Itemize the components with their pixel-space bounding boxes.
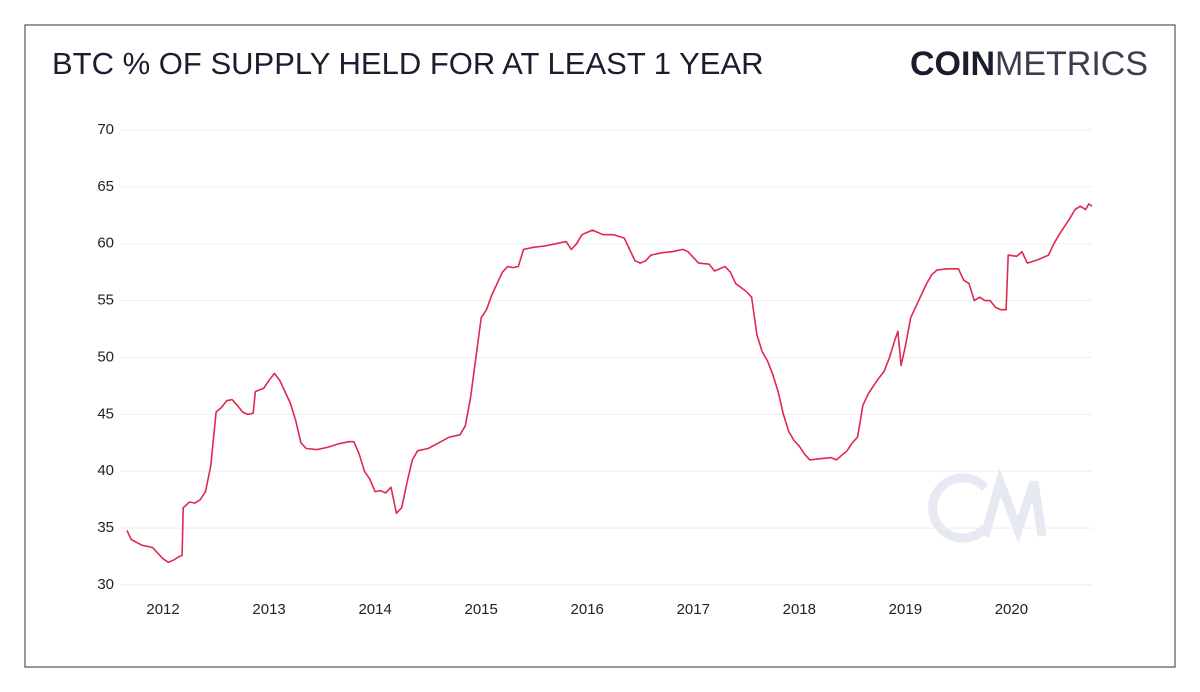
- x-tick-label: 2016: [571, 601, 604, 618]
- x-tick-label: 2020: [995, 601, 1028, 618]
- brand-logo: COINMETRICS: [910, 45, 1148, 83]
- y-tick-label: 35: [97, 519, 114, 536]
- chart-title: BTC % OF SUPPLY HELD FOR AT LEAST 1 YEAR: [52, 46, 764, 81]
- frame: [24, 24, 1176, 668]
- y-tick-label: 55: [97, 292, 114, 309]
- watermark: [928, 467, 1047, 544]
- x-tick-label: 2019: [889, 601, 922, 618]
- y-tick-label: 65: [97, 178, 114, 195]
- y-tick-label: 30: [97, 576, 114, 593]
- x-tick-label: 2014: [358, 601, 391, 618]
- y-tick-label: 50: [97, 348, 114, 365]
- watermark-c: [928, 473, 989, 543]
- x-tick-label: 2017: [677, 601, 710, 618]
- data-line: [126, 203, 1093, 564]
- y-tick-label: 45: [97, 405, 114, 422]
- y-tick-label: 70: [97, 121, 114, 138]
- x-tick-label: 2013: [252, 601, 285, 618]
- x-tick-label: 2015: [464, 601, 497, 618]
- y-tick-label: 60: [97, 235, 114, 252]
- watermark-m: [980, 467, 1047, 544]
- brand-light: METRICS: [995, 45, 1148, 83]
- x-tick-label: 2018: [783, 601, 816, 618]
- y-tick-label: 40: [97, 462, 114, 479]
- x-tick-label: 2012: [146, 601, 179, 618]
- brand-bold: COIN: [910, 45, 995, 83]
